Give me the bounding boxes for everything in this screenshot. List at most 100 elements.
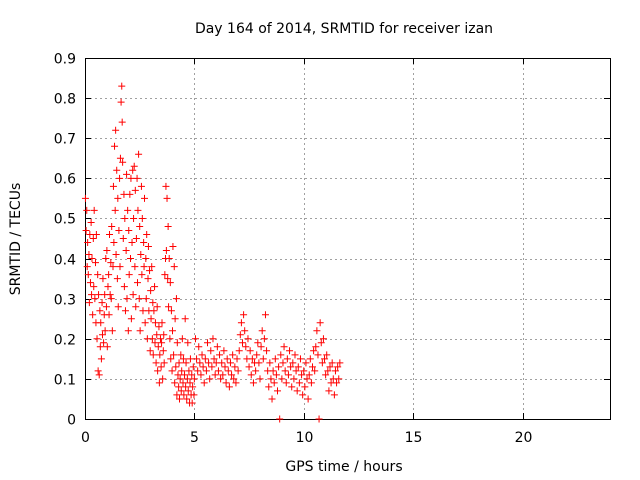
data-point: [181, 315, 189, 323]
data-point: [204, 339, 211, 347]
data-point: [331, 367, 339, 375]
data-point: [179, 355, 187, 363]
data-point: [129, 166, 137, 174]
data-point: [232, 379, 240, 387]
data-point: [199, 363, 207, 371]
data-point: [172, 363, 180, 371]
data-point: [158, 339, 166, 347]
y-tick-label: 0: [67, 413, 76, 429]
data-point: [97, 355, 105, 363]
data-point: [334, 363, 342, 371]
data-point: [239, 339, 246, 347]
data-point: [89, 311, 97, 319]
data-point: [168, 367, 176, 375]
data-point: [143, 230, 151, 238]
data-point: [123, 170, 131, 178]
data-point: [141, 319, 149, 327]
data-point: [172, 295, 180, 303]
data-point: [223, 355, 231, 363]
data-point: [122, 247, 130, 255]
data-point: [183, 395, 191, 403]
data-point: [81, 194, 89, 202]
data-point: [135, 295, 143, 303]
data-point: [162, 247, 170, 255]
data-point: [161, 271, 169, 279]
data-point: [85, 299, 93, 307]
data-point: [137, 182, 145, 190]
data-point: [94, 367, 102, 375]
data-point: [126, 190, 134, 198]
chart-title: Day 164 of 2014, SRMTID for receiver iza…: [195, 21, 493, 37]
data-point: [249, 379, 257, 387]
data-point: [191, 335, 199, 343]
data-point: [140, 263, 148, 271]
data-point: [209, 335, 217, 343]
plot-frame: [85, 58, 611, 420]
data-point: [281, 367, 289, 375]
data-point: [240, 311, 248, 319]
data-point: [302, 359, 310, 367]
data-point: [248, 355, 256, 363]
data-point: [225, 383, 233, 391]
data-point: [151, 339, 159, 347]
data-point: [324, 367, 332, 375]
data-point: [282, 379, 290, 387]
data-point: [109, 263, 117, 271]
data-point: [113, 275, 121, 283]
data-point: [318, 359, 326, 367]
data-point: [224, 367, 232, 375]
data-point: [151, 283, 159, 291]
data-point: [86, 230, 94, 238]
data-point: [280, 343, 288, 351]
data-point: [183, 375, 191, 383]
data-point: [96, 343, 104, 351]
data-point: [175, 383, 183, 391]
data-point: [266, 359, 274, 367]
data-point: [211, 371, 219, 379]
data-point: [330, 391, 338, 399]
data-point: [321, 355, 329, 363]
data-point: [186, 355, 194, 363]
data-point: [180, 391, 188, 399]
data-point: [118, 118, 126, 126]
data-point: [159, 347, 167, 355]
data-point: [102, 303, 110, 311]
data-point: [132, 303, 140, 311]
data-point: [234, 367, 242, 375]
data-point: [164, 222, 172, 230]
data-point: [255, 359, 263, 367]
data-point: [131, 263, 139, 271]
data-point: [116, 263, 124, 271]
data-point: [136, 222, 144, 230]
data-point: [94, 271, 102, 279]
x-axis-label: GPS time / hours: [285, 459, 402, 475]
data-point: [316, 319, 324, 327]
data-point: [147, 287, 155, 295]
data-point: [325, 387, 333, 395]
data-point: [108, 222, 116, 230]
data-point: [171, 379, 179, 387]
data-point: [319, 335, 327, 343]
data-point: [220, 347, 228, 355]
data-points: [81, 82, 344, 423]
data-point: [170, 263, 178, 271]
data-point: [107, 295, 115, 303]
data-point: [241, 327, 249, 335]
data-point: [305, 371, 313, 379]
data-point: [247, 371, 255, 379]
y-tick-label: 0.1: [54, 373, 76, 389]
data-point: [291, 351, 299, 359]
data-point: [154, 343, 162, 351]
data-point: [165, 303, 173, 311]
data-point: [142, 295, 150, 303]
data-point: [156, 335, 164, 343]
data-point: [317, 339, 325, 347]
data-point: [167, 355, 175, 363]
data-point: [176, 395, 183, 403]
data-point: [173, 391, 181, 399]
data-point: [258, 327, 266, 335]
data-point: [229, 351, 237, 359]
data-point: [311, 367, 319, 375]
data-point: [177, 387, 185, 395]
data-point: [124, 206, 132, 214]
